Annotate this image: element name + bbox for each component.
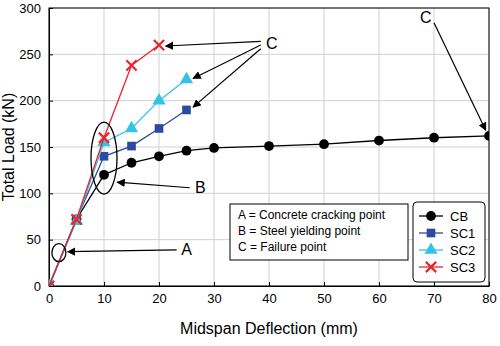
x-tick-label: 40: [262, 291, 276, 306]
annotation-arrow: [193, 49, 261, 107]
data-point: [100, 152, 109, 161]
plot: 0 10 20 30 40 50 60 70 80 0 50 100 150 200 250 300 A B C C A…: [19, 1, 496, 307]
x-tick-mark: [269, 282, 270, 286]
key-frame: [230, 204, 408, 260]
y-tick-label: 250: [19, 47, 41, 62]
annotation-label: C: [420, 9, 432, 26]
grid-line-y: [49, 100, 489, 101]
y-tick-mark: [49, 147, 53, 148]
y-tick-mark: [49, 54, 53, 55]
legend: CB SC1 SC2 SC3: [413, 202, 485, 282]
x-tick-label: 20: [152, 291, 166, 306]
legend-label: CB: [450, 209, 468, 224]
y-tick-label: 0: [34, 279, 41, 294]
data-point: [71, 214, 81, 224]
y-tick-label: 50: [27, 232, 41, 247]
y-tick-mark: [49, 193, 53, 194]
legend-marker: [426, 262, 436, 272]
x-tick-mark: [159, 282, 160, 286]
annotation-ellipse: [52, 244, 66, 262]
annotation-arrow: [166, 41, 261, 46]
data-point: [182, 106, 191, 115]
x-tick-mark: [104, 282, 105, 286]
y-tick: 200: [19, 93, 53, 108]
x-axis-title: Midspan Deflection (mm): [180, 320, 358, 337]
annotation-arrow: [117, 182, 190, 188]
series-line: [49, 136, 489, 286]
x-tick-mark: [434, 282, 435, 286]
legend-marker: [427, 229, 436, 238]
data-point: [319, 139, 329, 149]
x-tick-label: 80: [482, 291, 496, 306]
legend-frame: [413, 202, 485, 282]
annotation-label: C: [266, 35, 278, 52]
data-point: [374, 136, 384, 146]
chart: 0 10 20 30 40 50 60 70 80 0 50 100 150 200 250 300 A B C C A…: [0, 0, 500, 346]
plot-frame: [49, 8, 489, 286]
key-box: A = Concrete cracking point B = Steel yie…: [230, 204, 408, 260]
data-point: [70, 214, 83, 225]
data-point: [429, 133, 439, 143]
annotation-arrow: [68, 250, 177, 252]
key-text: A = Concrete cracking point: [238, 208, 386, 222]
y-tick: 150: [19, 140, 53, 155]
y-tick-label: 200: [19, 93, 41, 108]
y-tick-mark: [49, 101, 53, 102]
data-point: [127, 158, 137, 168]
data-point: [180, 72, 193, 83]
annotation-ellipse: [91, 122, 117, 194]
y-axis: 0 50 100 150 200 250 300: [19, 1, 53, 294]
y-tick: 250: [19, 47, 53, 62]
annotation-label: A: [181, 241, 192, 258]
data-point: [209, 143, 219, 153]
data-point: [49, 281, 54, 286]
y-tick-label: 100: [19, 186, 41, 201]
key-text: C = Failure point: [238, 240, 327, 254]
x-tick-label: 50: [317, 291, 331, 306]
x-tick-label: 30: [207, 291, 221, 306]
y-axis-title: Total Load (kN): [0, 93, 17, 202]
series-line: [49, 110, 187, 286]
legend-label: SC2: [450, 243, 475, 258]
data-point: [154, 151, 164, 161]
grid-line-y: [49, 193, 489, 194]
annotation-arrow: [193, 45, 261, 78]
y-tick-label: 300: [19, 1, 41, 16]
data-point: [126, 60, 136, 70]
legend-label: SC3: [450, 260, 475, 275]
x-tick-label: 60: [372, 291, 386, 306]
y-tick: 100: [19, 186, 53, 201]
x-tick-mark: [214, 282, 215, 286]
y-tick-label: 150: [19, 140, 41, 155]
annotation-label: B: [195, 179, 206, 196]
legend-marker: [424, 242, 437, 253]
data-point: [484, 131, 489, 141]
x-tick-mark: [379, 282, 380, 286]
data-point: [264, 141, 274, 151]
grid-line-y: [49, 54, 489, 55]
legend-marker: [426, 211, 436, 221]
x-tick-label: 0: [46, 291, 53, 306]
data-point: [154, 40, 164, 50]
data-point: [125, 121, 138, 132]
data-point: [152, 93, 165, 104]
legend-label: SC1: [450, 226, 475, 241]
data-point: [127, 142, 136, 151]
x-tick-mark: [324, 282, 325, 286]
annotation-arrow: [434, 23, 486, 130]
data-point: [99, 170, 109, 180]
series-group: [49, 40, 489, 286]
data-point: [99, 133, 109, 143]
data-point: [182, 146, 192, 156]
y-tick-mark: [49, 240, 53, 241]
x-tick-label: 70: [427, 291, 441, 306]
data-point: [155, 124, 164, 133]
y-tick: 300: [19, 1, 53, 16]
x-tick-label: 10: [97, 291, 111, 306]
grid: [49, 8, 489, 286]
key-text: B = Steel yielding point: [238, 224, 361, 238]
